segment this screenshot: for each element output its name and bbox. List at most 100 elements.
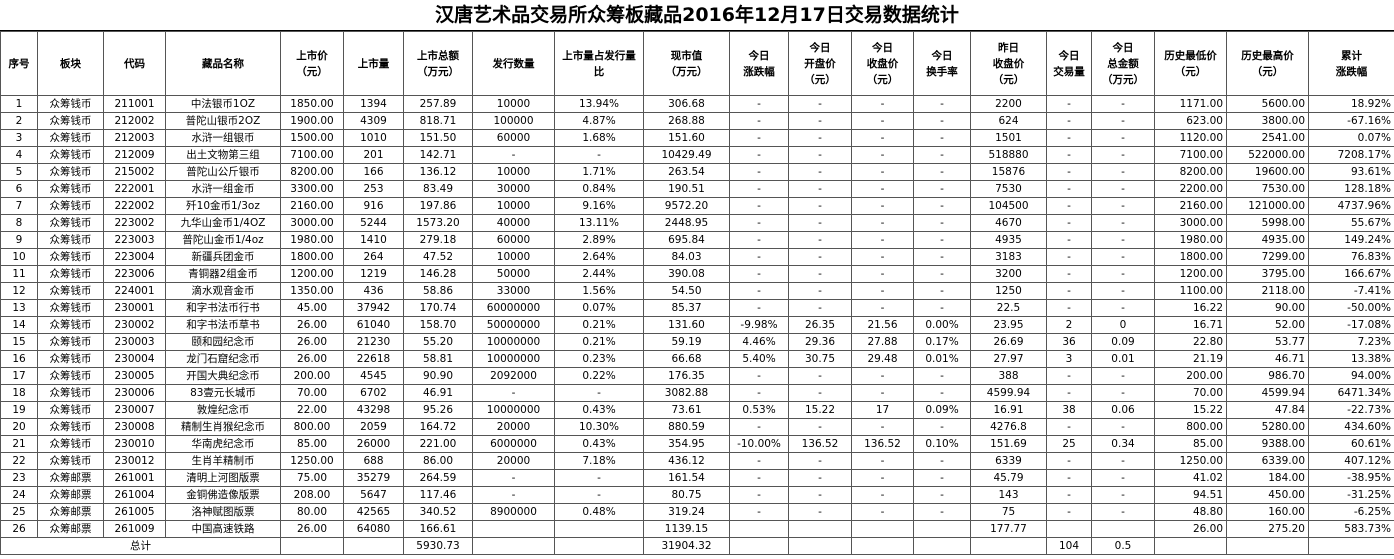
table-cell: -38.95% [1308, 469, 1394, 487]
table-cell: - [913, 231, 971, 249]
table-body: 1 众筹钱币 211001 中法银币1OZ 1850.00 1394 257.89 10000… [0, 95, 1394, 555]
column-header: 今日 涨跌幅 [729, 31, 789, 96]
column-header-line: （元） [296, 65, 328, 78]
table-cell: - [788, 95, 852, 113]
table-cell: 41.02 [1154, 469, 1227, 487]
table-cell: - [851, 146, 914, 164]
column-header: 发行数量 [472, 31, 555, 96]
table-cell: 4 [0, 146, 38, 164]
table-cell: - [1091, 367, 1155, 385]
table-cell [788, 520, 852, 538]
table-cell: 70.00 [280, 384, 344, 402]
column-header-line: 发行数量 [492, 57, 535, 70]
table-cell: 12 [0, 282, 38, 300]
table-cell: 86.00 [403, 452, 473, 470]
table-cell: 230006 [103, 384, 166, 402]
table-cell: 22.80 [1154, 333, 1227, 351]
table-cell: 4737.96% [1308, 197, 1394, 215]
table-cell: 434.60% [1308, 418, 1394, 436]
table-cell: 洛神赋图版票 [165, 503, 281, 521]
table-cell: 18 [0, 384, 38, 402]
table-cell: 水浒一组银币 [165, 129, 281, 147]
table-cell: - [913, 265, 971, 283]
table-cell: 10000 [472, 163, 555, 181]
table-cell: 0.43% [554, 435, 644, 453]
table-cell: - [1091, 282, 1155, 300]
table-cell: 4.46% [729, 333, 789, 351]
table-cell: 35279 [343, 469, 404, 487]
table-cell: 5244 [343, 214, 404, 232]
table-cell: 众筹钱币 [37, 163, 104, 181]
table-cell: 10429.49 [643, 146, 730, 164]
column-header: 今日 收盘价 （元） [851, 31, 914, 96]
table-cell: 华南虎纪念币 [165, 435, 281, 453]
table-cell: 0.22% [554, 367, 644, 385]
column-header: 今日 开盘价 （元） [788, 31, 852, 96]
table-cell: 40000 [472, 214, 555, 232]
table-cell: 151.60 [643, 129, 730, 147]
table-cell [913, 537, 971, 555]
table-cell: 0.09 [1091, 333, 1155, 351]
table-cell: 2160.00 [280, 197, 344, 215]
table-cell: - [1046, 265, 1092, 283]
table-cell: 450.00 [1226, 486, 1309, 504]
table-row: 11 众筹钱币 223006 青铜器2组金币 1200.00 1219 146.28 5000… [0, 265, 1394, 283]
table-row: 9 众筹钱币 223003 普陀山金币1/4oz 1980.00 1410 279.18 60… [0, 231, 1394, 249]
table-cell: 5 [0, 163, 38, 181]
table-cell: 10 [0, 248, 38, 266]
table-cell: 33000 [472, 282, 555, 300]
table-cell: - [1091, 248, 1155, 266]
table-cell: - [913, 503, 971, 521]
table-cell: -67.16% [1308, 112, 1394, 130]
table-cell: - [851, 180, 914, 198]
table-cell: 2092000 [472, 367, 555, 385]
table-cell: 30.75 [788, 350, 852, 368]
table-cell: 3800.00 [1226, 112, 1309, 130]
table-cell: 264 [343, 248, 404, 266]
table-cell: 21.56 [851, 316, 914, 334]
table-cell [970, 537, 1047, 555]
table-cell: 26.69 [970, 333, 1047, 351]
table-cell: 2448.95 [643, 214, 730, 232]
table-cell: 38 [1046, 401, 1092, 419]
table-cell: 261001 [103, 469, 166, 487]
table-cell: 22.00 [280, 401, 344, 419]
table-cell [554, 537, 644, 555]
table-cell: - [729, 469, 789, 487]
table-cell: 众筹钱币 [37, 384, 104, 402]
table-cell: - [554, 469, 644, 487]
column-header-line: 总金额 [1107, 57, 1139, 70]
table-cell: - [1091, 129, 1155, 147]
table-cell: - [729, 231, 789, 249]
table-cell: 208.00 [280, 486, 344, 504]
table-cell: 6471.34% [1308, 384, 1394, 402]
table-row: 2 众筹钱币 212002 普陀山银币2OZ 1900.00 4309 818.71 1000… [0, 112, 1394, 130]
table-cell: 滴水观音金币 [165, 282, 281, 300]
table-cell: - [851, 282, 914, 300]
table-cell: 164.72 [403, 418, 473, 436]
table-cell: 85.00 [280, 435, 344, 453]
table-row: 5 众筹钱币 215002 普陀山公斤银币 8200.00 166 136.12 10000 1… [0, 163, 1394, 181]
table-cell: 4.87% [554, 112, 644, 130]
table-cell: 8 [0, 214, 38, 232]
table-cell: 13 [0, 299, 38, 317]
table-cell: 2200.00 [1154, 180, 1227, 198]
table-cell: - [788, 197, 852, 215]
table-cell: 47.52 [403, 248, 473, 266]
table-cell: - [913, 282, 971, 300]
table-cell: 29.48 [851, 350, 914, 368]
table-cell: 7530 [970, 180, 1047, 198]
table-cell: 9 [0, 231, 38, 249]
table-cell: 清明上河图版票 [165, 469, 281, 487]
column-header: 今日 换手率 [913, 31, 971, 96]
table-cell: 1250 [970, 282, 1047, 300]
table-cell: 16.22 [1154, 299, 1227, 317]
column-header: 上市量 [343, 31, 404, 96]
table-cell: 0.00% [913, 316, 971, 334]
table-cell: - [788, 146, 852, 164]
table-cell: 200.00 [1154, 367, 1227, 385]
table-cell: - [851, 163, 914, 181]
table-cell: 26.35 [788, 316, 852, 334]
table-cell: 27.97 [970, 350, 1047, 368]
table-cell: 1100.00 [1154, 282, 1227, 300]
